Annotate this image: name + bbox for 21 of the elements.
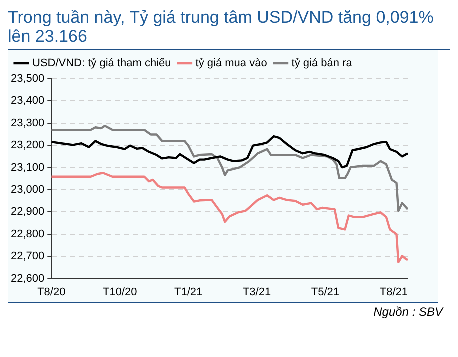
legend-label: USD/VND: tỷ giá tham chiếu bbox=[32, 58, 172, 70]
text: Nguồn : SBV bbox=[372, 305, 443, 319]
x-tick-label: T8/21 bbox=[380, 286, 408, 298]
x-tick-label: T3/21 bbox=[242, 286, 272, 298]
y-tick-label: 22,700 bbox=[10, 250, 45, 263]
y-tick-label: 22,800 bbox=[10, 228, 45, 240]
x-tick-label: T10/20 bbox=[102, 286, 138, 298]
legend-label: tỷ giá mua vào bbox=[196, 58, 268, 70]
y-tick-label: 23,000 bbox=[10, 184, 45, 196]
x-tick-label: T8/20 bbox=[38, 286, 66, 298]
x-tick-label: T1/21 bbox=[174, 286, 203, 298]
y-tick-label: 23,500 bbox=[10, 73, 45, 86]
y-tick-label: 23,100 bbox=[10, 162, 45, 174]
chart-title: Trong tuần này, Tỷ giá trung tâm USD/VND tăng 0,091% lên 23.166 bbox=[8, 8, 450, 50]
y-tick-label: 22,600 bbox=[10, 272, 45, 285]
x-tick-label: T5/21 bbox=[311, 286, 340, 298]
y-tick-label: 23,400 bbox=[10, 95, 45, 108]
legend-label: tỷ giá bán ra bbox=[292, 58, 354, 70]
y-tick-label: 23,200 bbox=[10, 140, 45, 152]
y-tick-label: 22,900 bbox=[10, 206, 45, 218]
y-tick-label: 23,300 bbox=[10, 117, 45, 130]
